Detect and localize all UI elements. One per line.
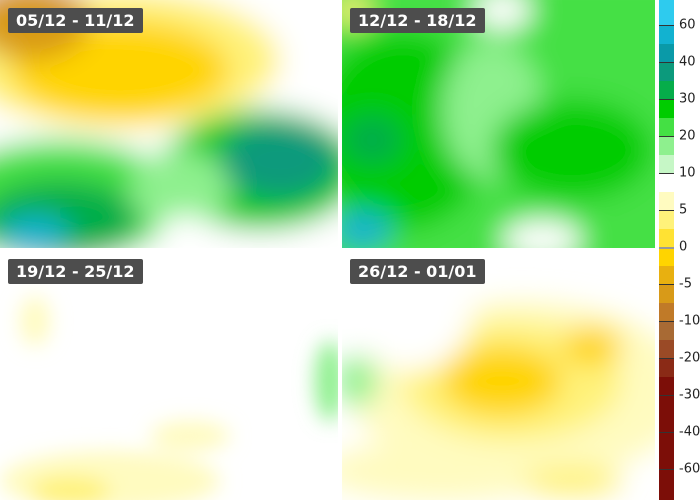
map-panel-week1: 05/12 - 11/12 (0, 0, 338, 248)
legend-tick-line (659, 321, 674, 322)
anomaly-map-week1 (0, 0, 338, 248)
legend-tick-label: 5 (679, 202, 688, 218)
legend-color-band (659, 43, 674, 62)
legend-tick-line (659, 210, 674, 211)
legend-color-band (659, 62, 674, 81)
legend-tick-line (659, 247, 674, 249)
legend-color-band (659, 154, 674, 173)
legend-tick-line (659, 432, 674, 433)
map-panel-week4: 26/12 - 01/01 (342, 251, 655, 500)
legend-tick-line (659, 25, 674, 26)
legend-tick-line (659, 358, 674, 359)
legend-color-band (659, 99, 674, 118)
legend-tick-label: -10 (679, 313, 700, 329)
legend-tick-line (659, 62, 674, 63)
legend-tick-label: -40 (679, 424, 700, 440)
legend-tick-label: 30 (679, 91, 696, 107)
period-label: 19/12 - 25/12 (8, 259, 143, 284)
legend-tick-label: -60 (679, 461, 700, 477)
legend-color-band (659, 358, 674, 377)
color-legend: 60 40 30 20 10 5 0 -5 -10 -20 -30 -40 -60 (657, 0, 700, 500)
legend-tick-label: -5 (679, 276, 692, 292)
legend-tick-label: 20 (679, 128, 696, 144)
legend-color-band (659, 228, 674, 247)
legend-tick-line (659, 469, 674, 470)
legend-color-band (659, 302, 674, 321)
legend-color-band (659, 191, 674, 210)
legend-tick-label: 10 (679, 165, 696, 181)
legend-tick-line (659, 284, 674, 285)
legend-color-band (659, 284, 674, 303)
legend-tick-label: -30 (679, 387, 700, 403)
map-panel-week2: 12/12 - 18/12 (342, 0, 655, 248)
period-label: 12/12 - 18/12 (350, 8, 485, 33)
legend-tick-line (659, 99, 674, 100)
period-label: 05/12 - 11/12 (8, 8, 143, 33)
legend-color-band (659, 321, 674, 340)
legend-color-band (659, 210, 674, 229)
legend-color-band (659, 265, 674, 284)
legend-tick-line (659, 173, 674, 174)
legend-color-band (659, 0, 674, 25)
legend-color-band (659, 339, 674, 358)
anomaly-map-week2 (342, 0, 655, 248)
legend-tick-label: 0 (679, 239, 688, 255)
legend-tick-line (659, 395, 674, 396)
legend-tick-line (659, 136, 674, 137)
legend-color-band (659, 25, 674, 44)
period-label: 26/12 - 01/01 (350, 259, 485, 284)
legend-color-band (659, 80, 674, 99)
legend-tick-label: 60 (679, 17, 696, 33)
legend-tick-label: 40 (679, 54, 696, 70)
legend-color-band (659, 247, 674, 266)
anomaly-map-week4 (342, 251, 655, 500)
legend-tick-label: -20 (679, 350, 700, 366)
anomaly-map-week3 (0, 296, 338, 500)
legend-color-band (659, 173, 674, 192)
map-panel-week3: 19/12 - 25/12 (0, 251, 338, 500)
legend-color-band (659, 117, 674, 136)
legend-color-band (659, 136, 674, 155)
